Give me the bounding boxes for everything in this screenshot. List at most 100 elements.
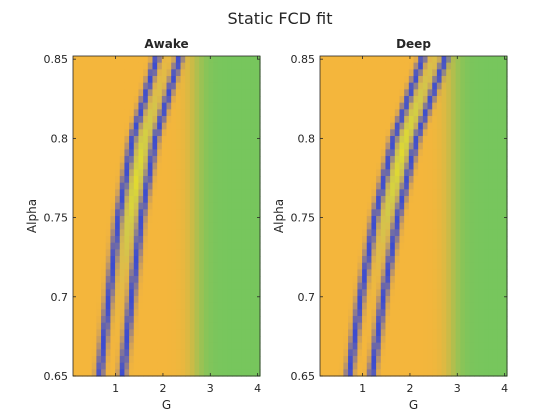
heatmap-cell	[399, 229, 405, 237]
heatmap-cell	[450, 142, 457, 150]
heatmap-cell	[110, 349, 116, 357]
heatmap-cell	[189, 256, 196, 264]
heatmap-cell	[236, 209, 242, 217]
heatmap-cell	[152, 196, 158, 204]
heatmap-cell	[236, 142, 242, 150]
heatmap-cell	[255, 289, 261, 297]
heatmap-cell	[171, 182, 177, 190]
heatmap-cell	[231, 122, 238, 130]
heatmap-cell	[161, 262, 168, 270]
heatmap-cell	[105, 349, 111, 357]
heatmap-cell	[105, 336, 111, 344]
heatmap-cell	[464, 149, 471, 157]
heatmap-cell	[371, 96, 377, 104]
heatmap-cell	[73, 76, 79, 84]
heatmap-cell	[404, 369, 410, 377]
heatmap-cell	[101, 236, 107, 244]
heatmap-cell	[385, 329, 391, 337]
heatmap-cell	[105, 102, 111, 110]
heatmap-cell	[250, 129, 256, 137]
heatmap-cell	[390, 296, 396, 304]
heatmap-cell	[338, 236, 344, 244]
heatmap-cell	[497, 236, 503, 244]
heatmap-cell	[469, 349, 475, 357]
heatmap-cell	[460, 62, 466, 70]
heatmap-cell	[399, 296, 405, 304]
heatmap-cell	[110, 149, 116, 157]
heatmap-cell	[390, 356, 396, 364]
heatmap-cell	[152, 356, 158, 364]
heatmap-cell	[483, 82, 489, 90]
heatmap-cell	[502, 249, 508, 257]
heatmap-cell	[474, 202, 480, 210]
heatmap-cell	[436, 256, 443, 264]
heatmap-cell	[348, 269, 354, 277]
heatmap-cell	[455, 189, 461, 197]
heatmap-cell	[157, 62, 163, 70]
heatmap-cell	[101, 289, 107, 297]
heatmap-cell	[446, 356, 452, 364]
heatmap-cell	[227, 222, 233, 230]
heatmap-cell	[213, 162, 219, 170]
heatmap-cell	[189, 316, 196, 324]
heatmap-cell	[432, 296, 438, 304]
heatmap-cell	[217, 369, 224, 377]
heatmap-cell	[460, 209, 466, 217]
heatmap-cell	[385, 249, 391, 257]
heatmap-cell	[152, 256, 158, 264]
heatmap-cell	[119, 349, 126, 357]
heatmap-cell	[203, 109, 210, 117]
heatmap-cell	[348, 329, 354, 337]
heatmap-cell	[241, 282, 247, 290]
heatmap-cell	[385, 276, 391, 284]
heatmap-cell	[194, 182, 200, 190]
heatmap-cell	[413, 122, 419, 130]
heatmap-cell	[185, 82, 191, 90]
heatmap-cell	[255, 209, 261, 217]
heatmap-cell	[101, 356, 107, 364]
heatmap-cell	[441, 296, 447, 304]
heatmap-cell	[255, 342, 261, 350]
heatmap-cell	[399, 96, 405, 104]
heatmap-cell	[488, 182, 494, 190]
heatmap-cell	[73, 102, 79, 110]
heatmap-cell	[320, 69, 326, 77]
heatmap-cell	[478, 122, 485, 130]
heatmap-cell	[455, 182, 461, 190]
heatmap-cell	[394, 229, 401, 237]
heatmap-cell	[474, 76, 480, 84]
heatmap-cell	[436, 136, 443, 144]
heatmap-cell	[483, 176, 489, 184]
heatmap-cell	[324, 89, 330, 97]
heatmap-cell	[129, 236, 135, 244]
heatmap-cell	[82, 316, 88, 324]
heatmap-cell	[441, 222, 447, 230]
heatmap-cell	[366, 316, 373, 324]
heatmap-cell	[469, 356, 475, 364]
heatmap-cell	[362, 76, 368, 84]
heatmap-cell	[73, 96, 79, 104]
heatmap-cell	[497, 129, 503, 137]
heatmap-cell	[133, 176, 140, 184]
heatmap-cell	[157, 189, 163, 197]
heatmap-cell	[161, 349, 168, 357]
heatmap-cell	[436, 109, 443, 117]
heatmap-cell	[460, 262, 466, 270]
heatmap-cell	[427, 349, 433, 357]
heatmap-cell	[497, 296, 503, 304]
heatmap-cell	[129, 276, 135, 284]
heatmap-cell	[105, 69, 111, 77]
heatmap-cell	[91, 262, 97, 270]
heatmap-cell	[390, 362, 396, 370]
heatmap-cell	[110, 289, 116, 297]
heatmap-cell	[105, 289, 111, 297]
heatmap-cell	[250, 229, 256, 237]
heatmap-cell	[231, 96, 238, 104]
heatmap-cell	[82, 302, 88, 310]
heatmap-cell	[161, 289, 168, 297]
heatmap-cell	[161, 129, 168, 137]
heatmap-cell	[455, 96, 461, 104]
heatmap-cell	[213, 129, 219, 137]
heatmap-cell	[376, 122, 382, 130]
heatmap-cell	[133, 302, 140, 310]
